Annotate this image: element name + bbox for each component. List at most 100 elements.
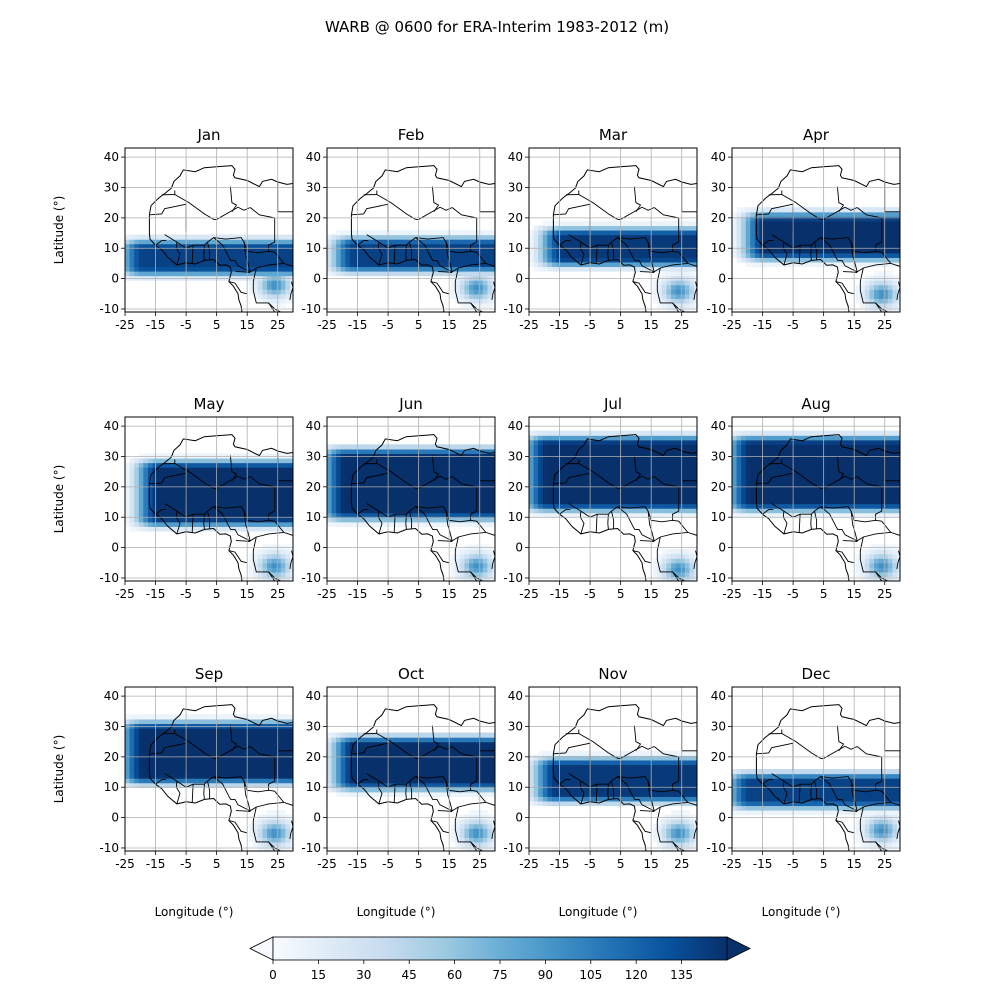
heatmap-cell	[138, 275, 144, 281]
heatmap-cell	[593, 430, 599, 436]
heatmap-cell	[436, 476, 443, 482]
heatmap-cell	[271, 549, 277, 555]
heatmap-cell	[896, 216, 900, 222]
heatmap-cell	[736, 220, 742, 227]
heatmap-cell	[395, 444, 401, 450]
heatmap-cell	[189, 494, 195, 500]
heatmap-cell	[823, 225, 829, 231]
heatmap-cell	[487, 302, 493, 309]
heatmap-cell	[478, 289, 484, 295]
heatmap-cell	[786, 234, 793, 240]
heatmap-cell	[896, 239, 900, 245]
heatmap-cell	[381, 467, 388, 473]
heatmap-cell	[193, 261, 199, 268]
heatmap-cell	[616, 471, 622, 477]
heatmap-cell	[693, 266, 697, 272]
heatmap-cell	[837, 512, 843, 518]
heatmap-cell	[377, 476, 383, 482]
heatmap-cell	[491, 467, 495, 473]
heatmap-cell	[234, 471, 241, 477]
heatmap-cell	[634, 248, 640, 254]
heatmap-cell	[248, 257, 254, 263]
heatmap-cell	[570, 252, 576, 258]
heatmap-cell	[533, 503, 539, 509]
heatmap-cell	[248, 261, 254, 268]
country-border	[207, 241, 211, 260]
heatmap-cell	[538, 471, 544, 477]
heatmap-cell	[675, 243, 681, 249]
heatmap-cell	[805, 485, 811, 491]
heatmap-cell	[759, 503, 765, 509]
heatmap-cell	[368, 230, 374, 236]
heatmap-cell	[657, 280, 663, 286]
heatmap-cell	[143, 485, 149, 491]
heatmap-cell	[565, 494, 571, 500]
heatmap-cell	[657, 435, 663, 441]
heatmap-cell	[363, 517, 369, 523]
heatmap-cell	[878, 248, 884, 254]
heatmap-cell	[616, 439, 622, 445]
heatmap-cell	[404, 521, 411, 527]
country-border	[155, 509, 167, 515]
heatmap-cell	[851, 220, 857, 227]
heatmap-cell	[482, 571, 488, 578]
heatmap-cell	[189, 234, 195, 240]
heatmap-cell	[239, 517, 245, 523]
heatmap-cell	[588, 503, 594, 509]
heatmap-cell	[391, 230, 397, 236]
heatmap-cell	[652, 298, 658, 304]
heatmap-cell	[175, 485, 181, 491]
heatmap-cell	[487, 453, 493, 459]
heatmap-cell	[336, 239, 342, 245]
heatmap-cell	[478, 485, 484, 491]
heatmap-cell	[198, 499, 204, 505]
y-tick-label: 30	[306, 449, 321, 463]
heatmap-cell	[381, 248, 388, 254]
heatmap-cell	[652, 225, 658, 231]
heatmap-cell	[551, 448, 558, 455]
heatmap-cell	[253, 458, 259, 464]
heatmap-cell	[570, 435, 576, 441]
heatmap-cell	[551, 453, 558, 459]
heatmap-cell	[819, 512, 825, 518]
heatmap-cell	[414, 234, 420, 240]
heatmap-cell	[666, 576, 672, 581]
heatmap-cell	[248, 571, 254, 578]
heatmap-cell	[340, 266, 346, 272]
heatmap-cell	[588, 248, 594, 254]
heatmap-cell	[874, 230, 880, 236]
heatmap-cell	[491, 239, 495, 245]
heatmap-cell	[184, 266, 190, 272]
heatmap-cell	[864, 239, 871, 245]
heatmap-cell	[487, 293, 493, 299]
heatmap-cell	[851, 243, 857, 249]
panel-title: Jul	[603, 395, 622, 413]
heatmap-cell	[750, 512, 756, 518]
heatmap-cell	[464, 521, 470, 527]
heatmap-cell	[782, 216, 788, 222]
heatmap-cell	[372, 234, 378, 240]
heatmap-cell	[732, 252, 738, 258]
heatmap-cell	[459, 234, 466, 240]
heatmap-cell	[276, 243, 282, 249]
heatmap-cell	[336, 485, 342, 491]
heatmap-cell	[368, 462, 374, 468]
heatmap-cell	[593, 435, 599, 441]
country-border	[578, 194, 618, 220]
country-border	[595, 514, 598, 533]
heatmap-cell	[611, 480, 617, 486]
heatmap-cell	[768, 503, 774, 509]
heatmap-cell	[689, 220, 695, 227]
heatmap-cell	[828, 261, 834, 268]
heatmap-cell	[212, 271, 218, 277]
heatmap-cell	[345, 489, 351, 496]
country-border	[174, 194, 214, 220]
heatmap-cell	[248, 239, 254, 245]
heatmap-cell	[579, 508, 585, 514]
heatmap-cell	[248, 462, 254, 468]
heatmap-cell	[234, 275, 241, 281]
heatmap-cell	[570, 471, 576, 477]
heatmap-cell	[643, 494, 649, 500]
heatmap-cell	[869, 275, 875, 281]
heatmap-cell	[832, 243, 838, 249]
